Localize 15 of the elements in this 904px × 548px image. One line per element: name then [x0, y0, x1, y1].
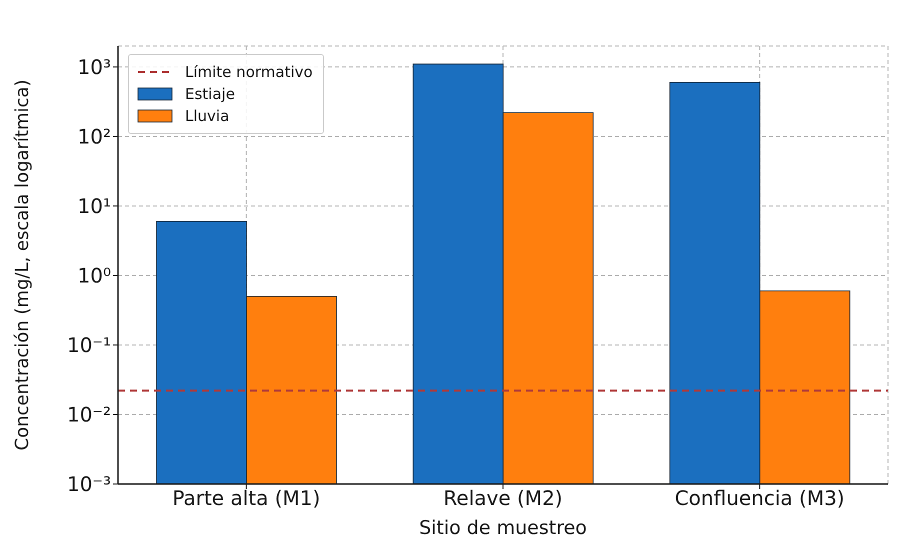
y-tick-label: 10⁻¹	[66, 333, 111, 358]
x-tick-label: Confluencia (M3)	[674, 486, 845, 510]
legend-label: Límite normativo	[185, 62, 313, 83]
y-tick-label: 10²	[78, 124, 111, 149]
y-axis-title: Concentración (mg/L, escala logarítmica)	[12, 80, 32, 450]
legend-label: Lluvia	[185, 106, 230, 127]
y-tick-label: 10³	[78, 55, 111, 80]
y-tick-label: 10⁰	[78, 264, 111, 288]
y-tick-label: 10⁻²	[66, 402, 111, 427]
legend-label: Estiaje	[185, 84, 235, 105]
y-tick-label: 10⁻³	[66, 472, 111, 496]
x-tick-label: Relave (M2)	[443, 486, 563, 510]
y-tick-label: 10¹	[78, 194, 111, 218]
x-axis-title: Sitio de muestreo	[419, 517, 587, 539]
x-tick-label: Parte alta (M1)	[172, 486, 320, 510]
